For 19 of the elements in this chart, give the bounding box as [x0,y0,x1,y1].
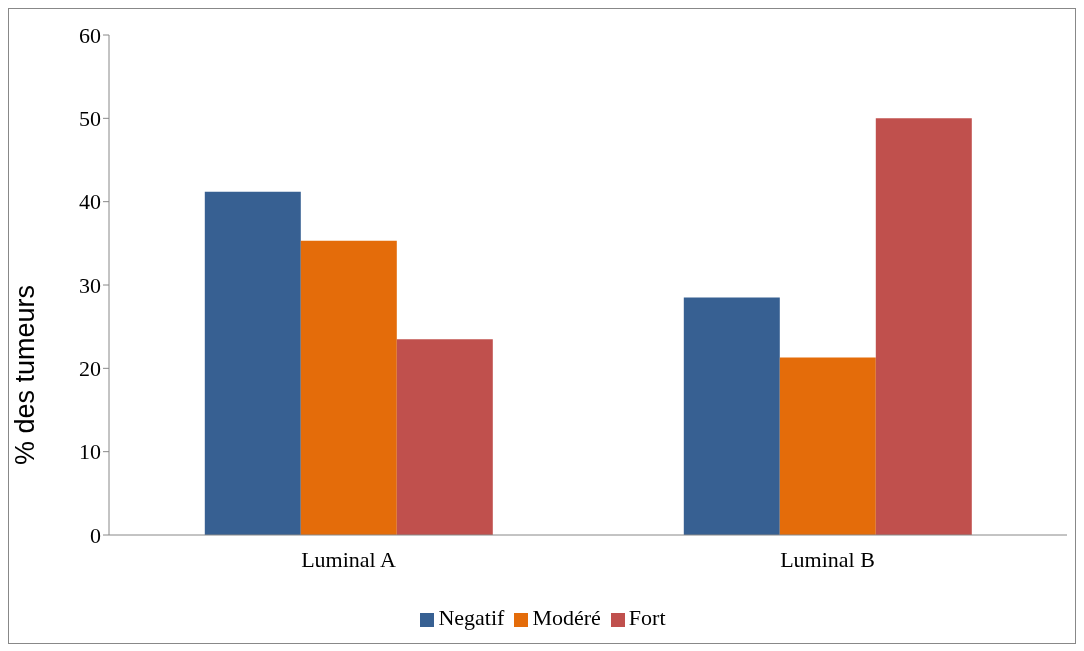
y-tick-label: 0 [90,522,101,548]
y-axis-title: % des tumeurs [9,284,40,466]
bar [875,118,972,535]
bar [396,339,493,535]
bar [300,240,397,535]
y-tick-label: 60 [79,22,101,48]
y-tick-label: 20 [79,356,101,382]
legend-label: Fort [628,605,666,630]
bar [683,297,780,535]
bar [204,191,301,535]
legend-label: Modéré [532,605,601,630]
x-tick-label: Luminal B [780,546,875,572]
y-tick-label: 10 [79,439,101,465]
legend-label: Negatif [438,605,505,630]
bar [779,357,876,535]
y-tick-label: 40 [79,189,101,215]
y-tick-label: 50 [79,106,101,132]
x-tick-label: Luminal A [301,546,396,572]
y-tick-label: 30 [79,272,101,298]
